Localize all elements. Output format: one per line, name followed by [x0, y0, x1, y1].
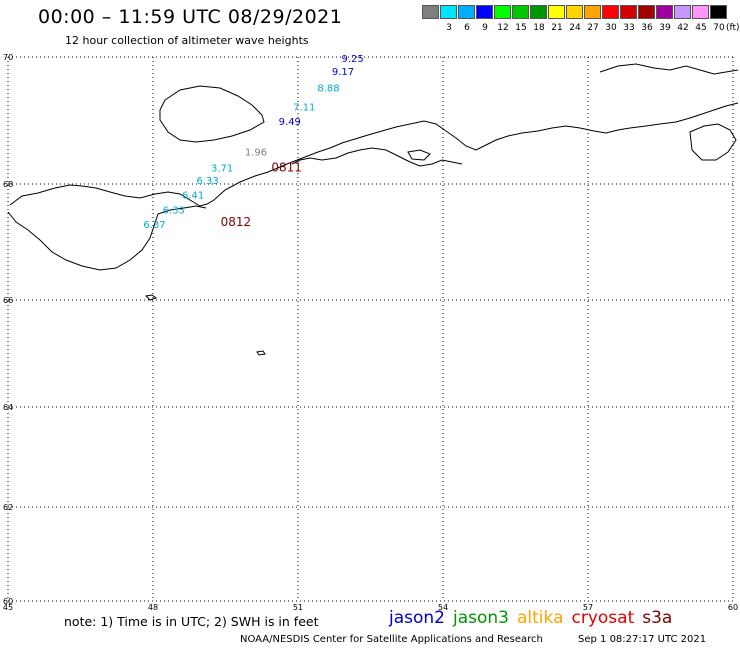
page-subtitle: 12 hour collection of altimeter wave hei… — [65, 34, 309, 47]
longitude-label: 51 — [293, 603, 303, 612]
scale-swatch — [674, 5, 691, 19]
scale-label: 36 — [641, 23, 653, 33]
novaya-zemlya-coast — [599, 63, 739, 75]
wave-height-value: 9.49 — [279, 117, 301, 128]
scale-swatch — [530, 5, 547, 19]
generation-timestamp: Sep 1 08:27:17 UTC 2021 — [578, 634, 707, 645]
pass-time-label: 0811 — [271, 160, 302, 174]
scale-swatch — [422, 5, 439, 19]
scale-label: 30 — [605, 23, 617, 33]
legend-item-jason3: jason3 — [453, 608, 509, 628]
wave-height-value: 9.25 — [342, 54, 364, 65]
wave-height-value: 7.11 — [293, 102, 315, 113]
scale-label: 18 — [533, 23, 545, 33]
latitude-label: 66 — [3, 296, 13, 305]
wave-height-value: 6.37 — [143, 220, 165, 231]
wave-height-value: 9.17 — [332, 67, 354, 78]
legend-item-jason2: jason2 — [389, 608, 445, 628]
scale-label: 12 — [497, 23, 509, 33]
latitude-label: 68 — [3, 180, 13, 189]
scale-swatch — [566, 5, 583, 19]
wave-height-value: 1.96 — [245, 147, 267, 158]
latitude-label: 64 — [3, 403, 13, 412]
scale-swatch — [692, 5, 709, 19]
pass-time-label: 0812 — [221, 215, 252, 229]
scale-swatch — [584, 5, 601, 19]
legend-item-s3a: s3a — [642, 608, 673, 628]
pechora-delta-coast — [291, 147, 463, 167]
longitude-label: 48 — [148, 603, 158, 612]
footer-note: note: 1) Time is in UTC; 2) SWH is in fe… — [64, 614, 319, 629]
scale-swatch — [494, 5, 511, 19]
wave-height-value: 6.33 — [163, 206, 185, 217]
scale-label: 15 — [515, 23, 527, 33]
satellite-legend: jason2 jason3 altika cryosat s3a — [389, 608, 680, 628]
scale-swatch — [620, 5, 637, 19]
kanin-peninsula-coast — [7, 205, 207, 271]
credit-line: NOAA/NESDIS Center for Satellite Applica… — [240, 634, 543, 645]
scale-label: 70 — [713, 23, 725, 33]
vaygach-island — [689, 123, 737, 161]
graticule — [7, 56, 734, 602]
scale-swatch — [656, 5, 673, 19]
scale-swatch — [638, 5, 655, 19]
small-island-2 — [256, 350, 266, 356]
longitude-label: 45 — [3, 603, 13, 612]
kolguyev-island — [159, 85, 265, 143]
scale-swatch — [602, 5, 619, 19]
scale-swatch — [512, 5, 529, 19]
legend-item-cryosat: cryosat — [571, 608, 635, 628]
pass-time-labels: 0811 0812 — [221, 160, 302, 228]
longitude-label: 54 — [438, 603, 448, 612]
mainland-coast — [9, 102, 739, 207]
scale-swatch — [710, 5, 727, 19]
wave-height-value: 8.88 — [317, 83, 339, 94]
scale-label: 33 — [623, 23, 635, 33]
longitude-label: 57 — [583, 603, 593, 612]
legend-item-altika: altika — [517, 608, 564, 628]
scale-label: 24 — [569, 23, 581, 33]
small-island-1 — [144, 294, 158, 301]
scale-label: 39 — [659, 23, 671, 33]
small-island-3 — [407, 149, 431, 161]
scale-swatch — [458, 5, 475, 19]
scale-swatch — [548, 5, 565, 19]
scale-label: 9 — [482, 23, 488, 33]
latitude-label: 60 — [3, 597, 13, 606]
coastline — [7, 63, 739, 356]
wave-height-observations: 9.25 9.17 8.887.11 9.49 1.96 3.71 6.33 6.41 6.33… — [143, 54, 363, 231]
scale-label: 21 — [551, 23, 563, 33]
wave-height-value: 6.33 — [197, 176, 219, 187]
latitude-label: 70 — [3, 53, 13, 62]
longitude-label: 60 — [728, 603, 738, 612]
wave-height-value: 3.71 — [211, 163, 233, 174]
scale-label: 42 — [677, 23, 689, 33]
scale-label: 3 — [446, 23, 452, 33]
scale-unit: (ft) — [726, 23, 740, 33]
wave-height-value: 6.41 — [182, 191, 204, 202]
latitude-label: 62 — [3, 503, 13, 512]
scale-swatch — [476, 5, 493, 19]
page-title: 00:00 – 11:59 UTC 08/29/2021 — [38, 6, 343, 28]
scale-label: 6 — [464, 23, 470, 33]
scale-label: 27 — [587, 23, 599, 33]
scale-swatch — [440, 5, 457, 19]
scale-label: 45 — [695, 23, 707, 33]
